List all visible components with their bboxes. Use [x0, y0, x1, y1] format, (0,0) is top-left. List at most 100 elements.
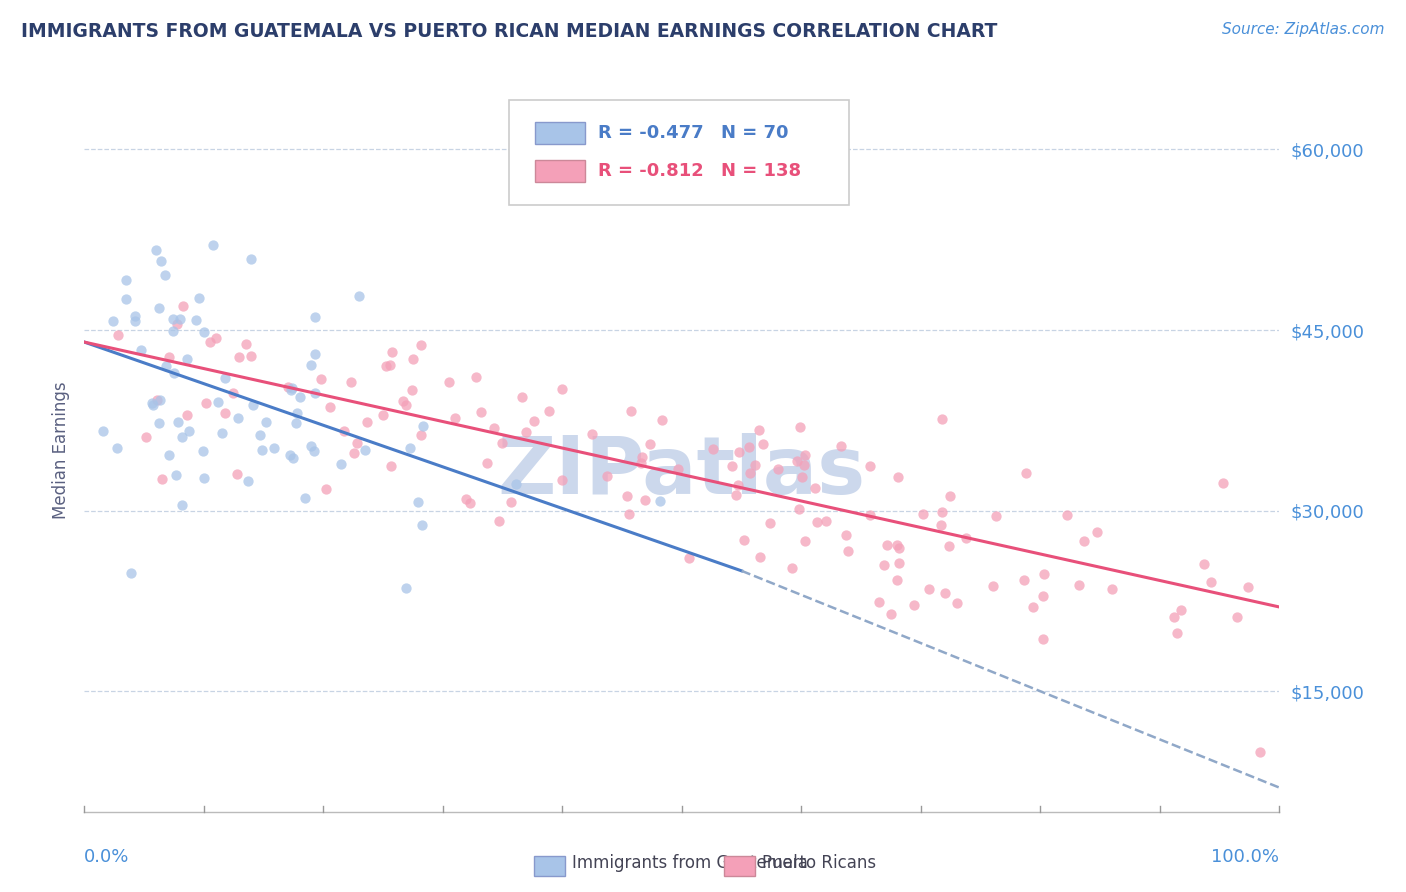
Point	[236, 474, 259, 488]
Point	[315, 482, 337, 496]
Point	[162, 324, 184, 338]
Point	[193, 471, 215, 485]
Point	[1032, 589, 1054, 603]
Text: 0.0%: 0.0%	[84, 847, 129, 866]
Point	[631, 450, 654, 465]
Point	[931, 411, 953, 425]
Point	[114, 292, 136, 306]
Point	[946, 596, 969, 610]
Point	[651, 413, 673, 427]
Point	[724, 488, 747, 502]
Point	[188, 291, 211, 305]
Point	[401, 384, 423, 398]
Point	[107, 327, 129, 342]
Point	[931, 505, 953, 519]
Point	[172, 299, 194, 313]
Point	[876, 538, 898, 552]
Point	[740, 466, 762, 480]
Text: IMMIGRANTS FROM GUATEMALA VS PUERTO RICAN MEDIAN EARNINGS CORRELATION CHART: IMMIGRANTS FROM GUATEMALA VS PUERTO RICA…	[21, 22, 997, 41]
Point	[412, 419, 434, 434]
Point	[787, 501, 810, 516]
Point	[551, 382, 574, 396]
Point	[789, 420, 811, 434]
Point	[439, 375, 461, 389]
Point	[411, 517, 433, 532]
Point	[444, 411, 467, 425]
Point	[179, 424, 201, 438]
Point	[280, 384, 302, 398]
Point	[299, 439, 322, 453]
Point	[619, 507, 641, 521]
Point	[193, 326, 215, 340]
Point	[395, 398, 418, 412]
Point	[284, 416, 307, 430]
Point	[176, 352, 198, 367]
Point	[408, 495, 430, 509]
Point	[634, 492, 657, 507]
Point	[1212, 476, 1234, 491]
Point	[155, 359, 177, 373]
Point	[804, 481, 827, 495]
Point	[638, 436, 661, 450]
Point	[1201, 574, 1223, 589]
Text: Source: ZipAtlas.com: Source: ZipAtlas.com	[1222, 22, 1385, 37]
Point	[191, 444, 214, 458]
Point	[456, 491, 478, 506]
Point	[149, 392, 172, 407]
Point	[378, 359, 401, 373]
Point	[356, 415, 378, 429]
Text: R = -0.812: R = -0.812	[599, 161, 704, 180]
Point	[228, 350, 250, 364]
Point	[484, 421, 506, 435]
Point	[240, 349, 263, 363]
Point	[249, 428, 271, 442]
Point	[510, 390, 533, 404]
Point	[1022, 599, 1045, 614]
Point	[630, 456, 652, 470]
Point	[381, 345, 404, 359]
Point	[347, 289, 370, 303]
Point	[239, 252, 262, 267]
Point	[1015, 466, 1038, 480]
Point	[728, 445, 751, 459]
Point	[786, 453, 808, 467]
Point	[163, 366, 186, 380]
Y-axis label: Median Earnings: Median Earnings	[52, 382, 70, 519]
Text: N = 138: N = 138	[721, 161, 801, 180]
Point	[135, 430, 157, 444]
Point	[409, 428, 432, 442]
Point	[169, 312, 191, 326]
Text: Immigrants from Guatemala: Immigrants from Guatemala	[572, 855, 808, 872]
Point	[903, 598, 925, 612]
Point	[166, 318, 188, 332]
Point	[150, 253, 173, 268]
Text: 100.0%: 100.0%	[1212, 847, 1279, 866]
Point	[375, 359, 398, 374]
Point	[986, 508, 1008, 523]
Point	[302, 444, 325, 458]
Point	[343, 446, 366, 460]
Text: ZIPatlas: ZIPatlas	[498, 434, 866, 511]
Point	[165, 467, 187, 482]
Point	[886, 470, 908, 484]
Point	[146, 393, 169, 408]
Point	[1226, 610, 1249, 624]
Point	[488, 514, 510, 528]
FancyBboxPatch shape	[509, 100, 849, 205]
Point	[744, 458, 766, 472]
Point	[200, 334, 222, 349]
FancyBboxPatch shape	[534, 160, 585, 182]
Point	[792, 470, 814, 484]
Point	[214, 371, 236, 385]
Text: N = 70: N = 70	[721, 124, 789, 142]
Point	[515, 425, 537, 439]
Point	[733, 533, 755, 547]
Point	[115, 273, 138, 287]
Point	[721, 459, 744, 474]
Point	[214, 406, 236, 420]
Point	[153, 268, 176, 282]
Point	[395, 581, 418, 595]
Point	[830, 439, 852, 453]
Point	[1249, 744, 1271, 758]
Point	[1101, 582, 1123, 597]
